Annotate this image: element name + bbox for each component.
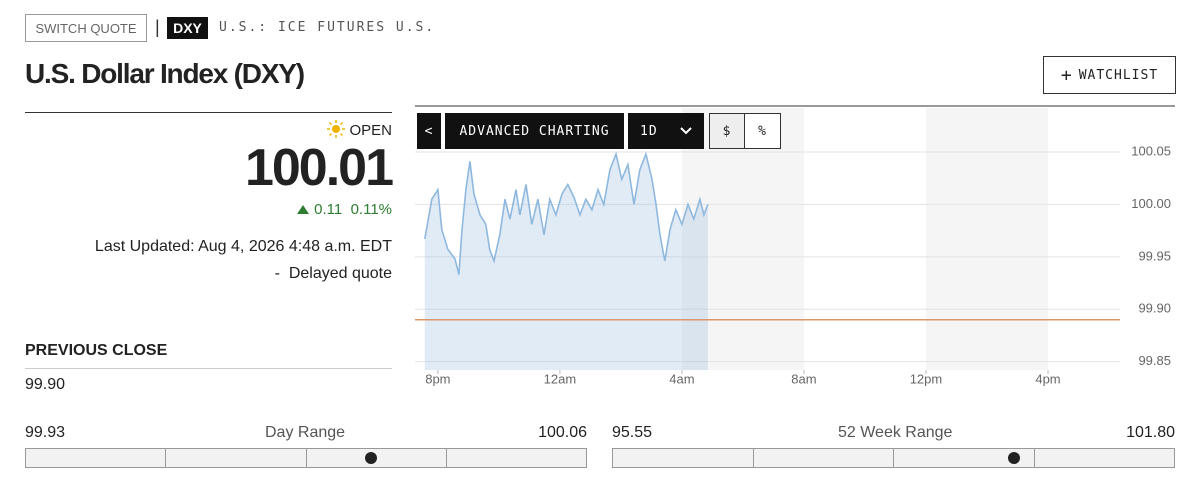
advanced-charting[interactable]: ADVANCED CHARTING bbox=[445, 113, 624, 149]
back-button[interactable]: < bbox=[417, 113, 441, 149]
market-status: OPEN bbox=[327, 120, 392, 139]
status: OPEN bbox=[349, 122, 392, 139]
y-tick-label: 100.00 bbox=[1131, 196, 1171, 211]
y-tick-label: 99.90 bbox=[1138, 301, 1171, 316]
y-tick-label: 99.95 bbox=[1138, 248, 1171, 263]
title: U.S. Dollar Index (DXY) bbox=[25, 58, 305, 89]
watchlist-button[interactable]: + WATCHLIST bbox=[1043, 56, 1176, 94]
previous-close-value: 99.90 bbox=[25, 376, 66, 393]
chart: 99.85 99.90 99.95 100.00 100.05 8pm 12am 4am 8am… bbox=[415, 105, 1175, 386]
session-shade bbox=[925, 108, 1049, 370]
week52-high: 101.80 bbox=[1126, 424, 1175, 441]
last-updated: Last Updated: Aug 4, 2026 4:48 a.m. EDT bbox=[94, 238, 392, 255]
day-range-bar bbox=[25, 448, 587, 468]
price-line bbox=[424, 151, 709, 275]
ticker: DXY bbox=[167, 17, 208, 39]
sun-icon bbox=[327, 120, 346, 138]
dollar-toggle[interactable]: $ bbox=[709, 113, 745, 149]
area bbox=[424, 154, 708, 370]
x-tick-label: 8pm bbox=[425, 371, 450, 386]
y-tick-label: 100.05 bbox=[1131, 143, 1171, 158]
switch-quote[interactable]: SWITCH QUOTE bbox=[25, 14, 147, 42]
separator: | bbox=[155, 17, 160, 37]
x-tick-label: 4pm bbox=[1035, 371, 1060, 386]
period: 1D bbox=[640, 123, 658, 139]
rule bbox=[25, 368, 392, 369]
rule bbox=[25, 112, 392, 113]
change-percent: 0.11% bbox=[350, 201, 392, 218]
week52-range-label: 52 Week Range bbox=[838, 424, 953, 441]
range-marker bbox=[1007, 452, 1020, 464]
x-tick-label: 12pm bbox=[910, 371, 943, 386]
range-marker bbox=[364, 452, 377, 464]
x-tick-label: 4am bbox=[669, 371, 694, 386]
period-select[interactable]: 1D bbox=[628, 113, 704, 149]
week52-range-bar bbox=[612, 448, 1175, 468]
x-tick-label: 8am bbox=[791, 371, 816, 386]
x-tick-label: 12am bbox=[544, 371, 577, 386]
watchlist-label: WATCHLIST bbox=[1078, 67, 1159, 83]
day-low: 99.93 bbox=[25, 424, 66, 441]
price: 100.01 bbox=[244, 139, 394, 197]
up-arrow bbox=[297, 205, 310, 214]
week52-low: 95.55 bbox=[612, 424, 653, 441]
percent-toggle[interactable]: % bbox=[744, 113, 781, 149]
change: 0.11 bbox=[314, 201, 343, 218]
delayed-row: - Delayed quote bbox=[274, 265, 392, 282]
previous-close-label: PREVIOUS CLOSE bbox=[25, 342, 168, 359]
change-row: 0.11 0.11% bbox=[297, 201, 392, 218]
delayed: Delayed quote bbox=[288, 265, 392, 282]
day-high: 100.06 bbox=[538, 424, 587, 441]
exchange: U.S.: ICE FUTURES U.S. bbox=[219, 20, 436, 35]
y-tick-label: 99.85 bbox=[1138, 353, 1171, 368]
day-range-label: Day Range bbox=[265, 424, 346, 441]
plus-icon: + bbox=[1060, 64, 1073, 86]
chevron bbox=[680, 127, 692, 135]
